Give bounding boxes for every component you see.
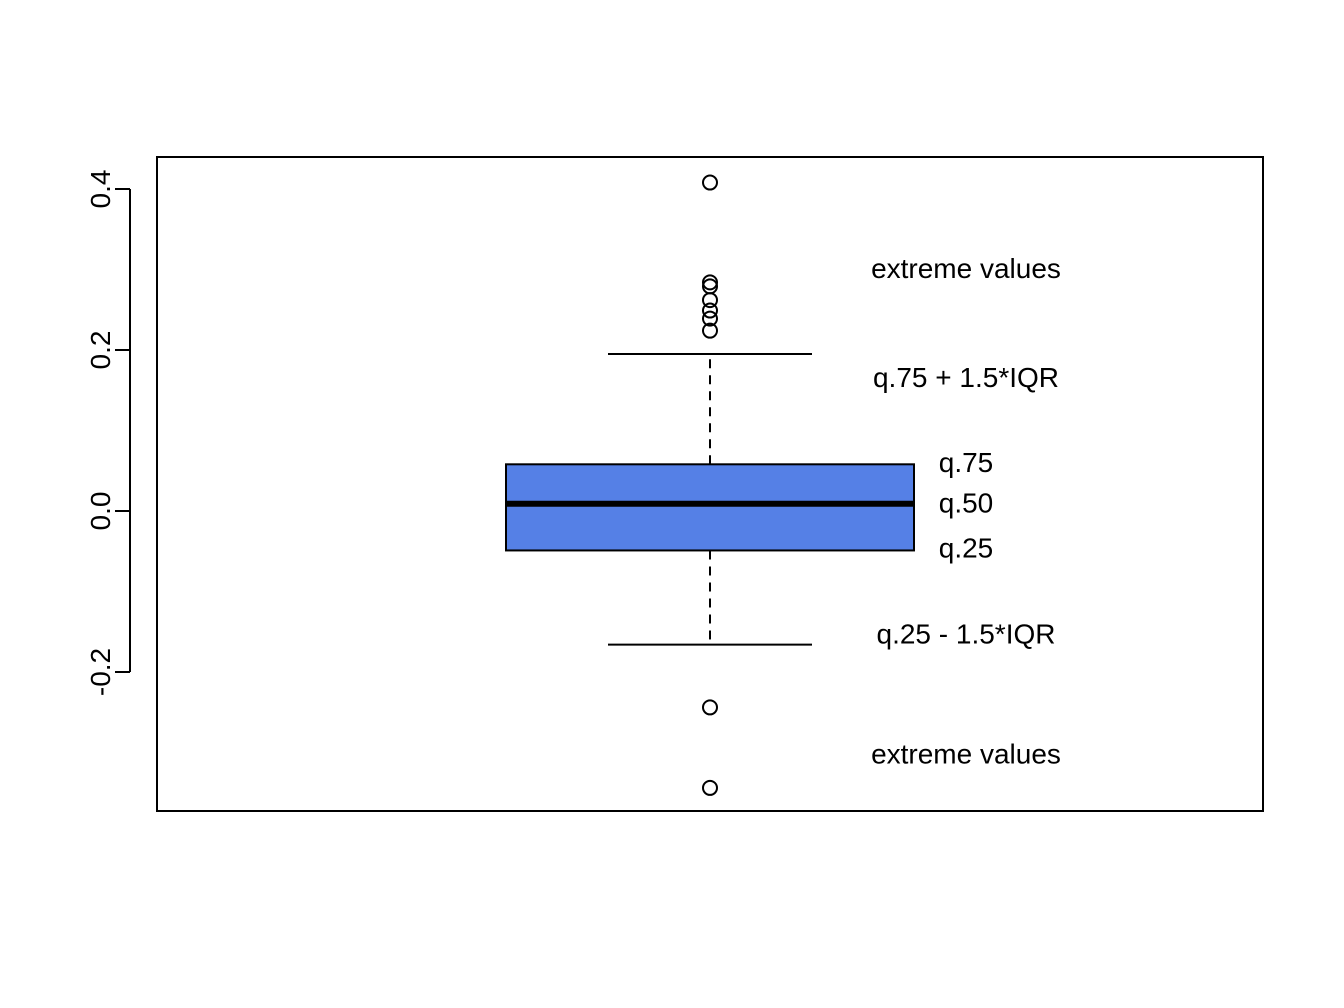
y-tick-label: -0.2	[85, 648, 116, 696]
annotation-label: q.75	[939, 447, 994, 478]
y-axis: -0.2 0.0 0.2 0.4	[85, 170, 131, 696]
plot-frame	[156, 156, 1264, 812]
annotation-label: q.25 - 1.5*IQR	[877, 619, 1056, 650]
annotation-label: extreme values	[871, 253, 1061, 284]
outlier-point	[702, 779, 718, 796]
annotation-label: q.50	[939, 487, 994, 518]
y-tick-label: 0.2	[85, 331, 116, 370]
outlier-point	[702, 699, 718, 716]
outlier-point	[702, 174, 718, 191]
outlier-point	[702, 274, 718, 291]
y-tick-label: 0.0	[85, 492, 116, 531]
annotation-label: q.75 + 1.5*IQR	[873, 362, 1059, 393]
outlier-point	[702, 302, 718, 319]
y-tick-label: 0.4	[85, 170, 116, 209]
outlier-points	[702, 174, 718, 796]
outlier-point	[702, 310, 718, 327]
box-plot	[505, 353, 915, 646]
annotations: extreme values q.75 + 1.5*IQR q.75 q.50 q.25…	[871, 253, 1061, 769]
annotation-label: q.25	[939, 533, 994, 564]
annotation-label: extreme values	[871, 739, 1061, 770]
outlier-point	[702, 322, 718, 339]
interquartile-box	[505, 463, 915, 552]
outlier-point	[702, 292, 718, 309]
